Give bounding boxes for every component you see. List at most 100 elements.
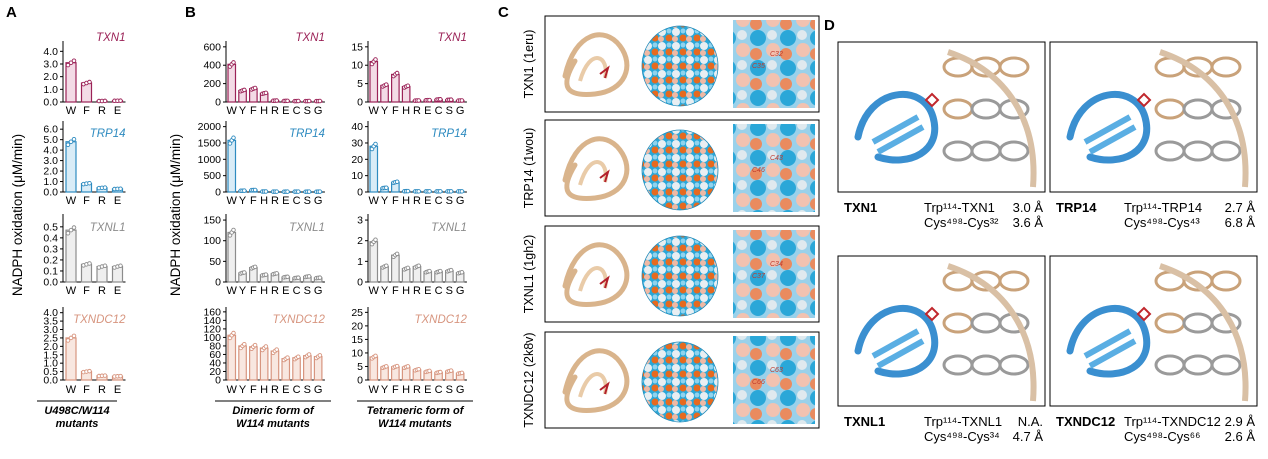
- subplot-title: TRP14: [431, 128, 467, 140]
- y-tick-label: 4.0: [43, 145, 58, 157]
- replicate-point: [438, 97, 443, 102]
- subplot-txndc12: 0.00.51.01.52.02.53.03.54.0 TXNDC12 W F R E: [43, 307, 126, 396]
- x-tick-label: E: [424, 285, 431, 297]
- replicate-point: [306, 189, 312, 194]
- replicate-point: [317, 98, 323, 104]
- bar: [227, 139, 237, 193]
- y-tick-label: 200: [203, 78, 221, 90]
- distance-value: N.A.: [1018, 414, 1043, 429]
- thioredoxin-cartoon: [854, 304, 940, 378]
- distance-pair: Trp¹¹⁴-TRP14: [1124, 200, 1202, 215]
- replicate-point: [71, 225, 77, 230]
- x-tick-label: R: [413, 195, 421, 207]
- y-tick-label: 1: [357, 256, 363, 268]
- x-tick-label: C: [293, 195, 301, 207]
- x-tick-label: F: [83, 285, 90, 297]
- residue-label: C46: [752, 167, 765, 174]
- replicate-point: [416, 366, 421, 372]
- x-tick-label: W: [227, 105, 238, 117]
- x-tick-label: Y: [239, 105, 247, 117]
- bar: [249, 346, 258, 381]
- replicate-point: [242, 270, 247, 275]
- replicate-point: [274, 98, 279, 103]
- y-tick-label: 3.0: [43, 324, 58, 336]
- replicate-point: [317, 275, 323, 280]
- residue-label: C66: [752, 379, 765, 386]
- y-tick-label: 10: [351, 170, 363, 182]
- replicate-point: [416, 98, 421, 103]
- distance-value: 2.7 Å: [1225, 200, 1256, 215]
- x-tick-label: W: [227, 195, 238, 207]
- bar: [303, 355, 312, 381]
- y-tick-label: 5: [357, 78, 363, 90]
- subplot-txnl1: 0 1 2 3 TXNL1 W Y F H R E C S G: [357, 214, 467, 297]
- replicate-point: [448, 97, 454, 102]
- thioredoxin-cartoon: [854, 90, 940, 164]
- replicate-point: [118, 186, 123, 191]
- x-tick-label: S: [446, 195, 453, 207]
- distance-pair: Cys⁴⁹⁸-Cys⁶⁶: [1124, 429, 1200, 444]
- x-tick-label: F: [392, 285, 399, 297]
- replicate-point: [263, 90, 269, 96]
- x-tick-label: C: [293, 105, 301, 117]
- bar: [391, 73, 400, 103]
- y-tick-label: 20: [351, 154, 363, 166]
- x-tick-label: S: [304, 105, 311, 117]
- y-tick-label: 0.0: [43, 187, 58, 199]
- x-tick-label: C: [435, 195, 443, 207]
- replicate-point: [373, 57, 378, 62]
- ribbon-cartoon: [562, 136, 630, 201]
- replicate-point: [438, 369, 443, 375]
- y-tick-label: 40: [351, 121, 363, 133]
- subplot-title: TXNDC12: [414, 314, 467, 326]
- subplot-title: TXN1: [437, 32, 466, 44]
- x-tick-label: E: [282, 285, 289, 297]
- replicate-point: [242, 87, 247, 93]
- x-tick-label: C: [435, 105, 443, 117]
- y-tick-label: 3.0: [43, 59, 58, 71]
- surface-model: [641, 25, 719, 107]
- replicate-point: [459, 269, 465, 275]
- y-tick-label: 0: [215, 375, 221, 387]
- x-tick-label: F: [250, 384, 257, 396]
- residue-label: C34: [770, 261, 783, 268]
- x-tick-label: F: [83, 384, 90, 396]
- replicate-point: [285, 189, 290, 194]
- y-tick-label: 0.0: [43, 277, 58, 289]
- replicate-point: [394, 363, 400, 369]
- bar: [369, 145, 379, 193]
- subplot-txnl1: 0.00.10.20.30.40.5 TXNL1 W F R E: [43, 214, 126, 297]
- y-tick-label: 4.0: [43, 46, 58, 58]
- x-tick-label: W: [227, 384, 238, 396]
- x-tick-label: F: [83, 195, 90, 207]
- replicate-point: [405, 83, 411, 89]
- x-tick-label: W: [66, 105, 77, 117]
- y-tick-label: 100: [203, 332, 221, 344]
- x-tick-label: G: [456, 384, 465, 396]
- ribbon-cartoon: [562, 348, 630, 413]
- x-axis-label: mutants: [56, 418, 99, 430]
- replicate-point: [87, 368, 92, 374]
- x-tick-label: Y: [239, 285, 247, 297]
- x-tick-label: F: [250, 285, 257, 297]
- x-tick-label: Y: [381, 384, 389, 396]
- x-tick-label: R: [271, 105, 279, 117]
- thioredoxin-cartoon: [1066, 304, 1152, 378]
- replicate-point: [87, 180, 92, 186]
- replicate-point: [373, 353, 378, 359]
- x-tick-label: Y: [239, 384, 247, 396]
- surface-model: [641, 129, 719, 211]
- structure-row: TRP14 (1wou) C43 C46: [522, 119, 820, 217]
- x-tick-label: H: [260, 105, 268, 117]
- replicate-point: [252, 85, 258, 91]
- bar: [270, 350, 280, 381]
- y-tick-label: 1.0: [43, 358, 58, 370]
- x-tick-label: H: [402, 384, 410, 396]
- x-tick-label: E: [114, 195, 121, 207]
- subplot-txn1: 0 5 10 15 TXN1 W Y F H R E C S G: [351, 32, 467, 117]
- replicate-point: [65, 338, 71, 343]
- x-tick-label: G: [314, 285, 323, 297]
- replicate-point: [296, 354, 301, 359]
